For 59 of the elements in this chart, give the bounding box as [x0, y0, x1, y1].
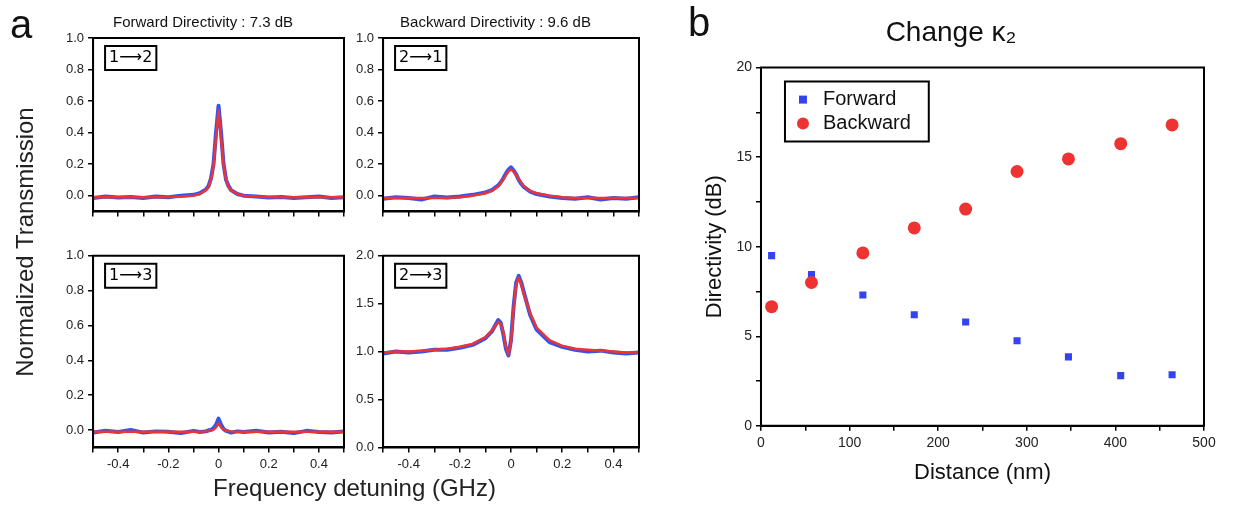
- y-tick-label: 0: [744, 416, 753, 433]
- x-tick-label: -0.4: [397, 455, 420, 471]
- y-tick-label: 0.2: [355, 155, 375, 171]
- y-tick-label: 0.4: [65, 351, 85, 367]
- x-tick-label: 0: [757, 434, 766, 451]
- text: b: [688, 0, 711, 44]
- x-axis-title: Distance (nm): [914, 458, 1051, 484]
- x-tick-label: -0.4: [106, 455, 130, 471]
- y-tick-label: 0.4: [355, 124, 375, 140]
- y-axis-title: Directivity (dB): [701, 175, 727, 319]
- y-tick-label: 0.5: [355, 391, 375, 407]
- annotation: 2⟶1: [399, 47, 443, 67]
- y-tick-label: 0.2: [65, 386, 85, 402]
- x-tick-label: 0: [214, 455, 223, 471]
- chart-title: Forward Directivity : 7.3 dB: [112, 13, 294, 31]
- annotation: 1⟶3: [109, 264, 153, 284]
- y-tick-label: 0.6: [65, 317, 85, 333]
- y-tick-label: 0.0: [355, 187, 375, 203]
- y-tick-label: 1.0: [355, 343, 375, 359]
- x-tick-label: 0: [507, 455, 515, 471]
- y-tick-label: 1.5: [355, 295, 375, 311]
- x-tick-label: -0.2: [157, 455, 180, 471]
- legend-label: Forward: [822, 87, 897, 110]
- y-axis-title: Normalized Transmission: [11, 107, 39, 377]
- text: a: [10, 2, 33, 46]
- y-tick-label: 0.0: [65, 187, 85, 203]
- y-tick-label: 2.0: [355, 247, 375, 263]
- x-tick-label: 200: [926, 434, 951, 451]
- annotation: 2⟶3: [399, 264, 443, 284]
- y-tick-label: 0.0: [65, 421, 85, 437]
- y-tick-label: 0.8: [355, 61, 375, 77]
- x-tick-label: 0.4: [604, 455, 623, 471]
- x-tick-label: 0.2: [553, 455, 572, 471]
- x-tick-label: 400: [1103, 434, 1128, 451]
- y-tick-label: 0.4: [65, 124, 85, 140]
- y-tick-label: 0.8: [65, 282, 85, 298]
- y-tick-label: 0.0: [355, 438, 375, 454]
- y-tick-label: 0.8: [65, 61, 85, 77]
- y-tick-label: 0.2: [65, 155, 85, 171]
- y-tick-label: 5: [744, 327, 753, 344]
- y-tick-label: 15: [736, 148, 753, 165]
- x-tick-label: 0.4: [309, 455, 328, 471]
- y-tick-label: 10: [736, 237, 753, 254]
- chart-title: Change κ₂: [885, 15, 1017, 47]
- x-axis-title: Frequency detuning (GHz): [212, 474, 497, 502]
- y-tick-label: 1.0: [355, 29, 375, 45]
- legend-label: Backward: [822, 111, 911, 134]
- y-tick-label: 0.6: [65, 92, 85, 108]
- x-tick-label: 100: [837, 434, 862, 451]
- y-tick-label: 1.0: [65, 29, 85, 45]
- chart-title: Backward Directivity : 9.6 dB: [400, 13, 591, 31]
- x-tick-label: 500: [1192, 434, 1216, 451]
- y-tick-label: 1.0: [65, 247, 85, 263]
- y-tick-label: 0.6: [355, 92, 375, 108]
- annotation: 1⟶2: [109, 47, 153, 67]
- y-tick-label: 20: [736, 58, 753, 75]
- x-tick-label: 300: [1015, 434, 1039, 451]
- x-tick-label: -0.2: [448, 455, 472, 471]
- x-tick-label: 0.2: [259, 455, 278, 471]
